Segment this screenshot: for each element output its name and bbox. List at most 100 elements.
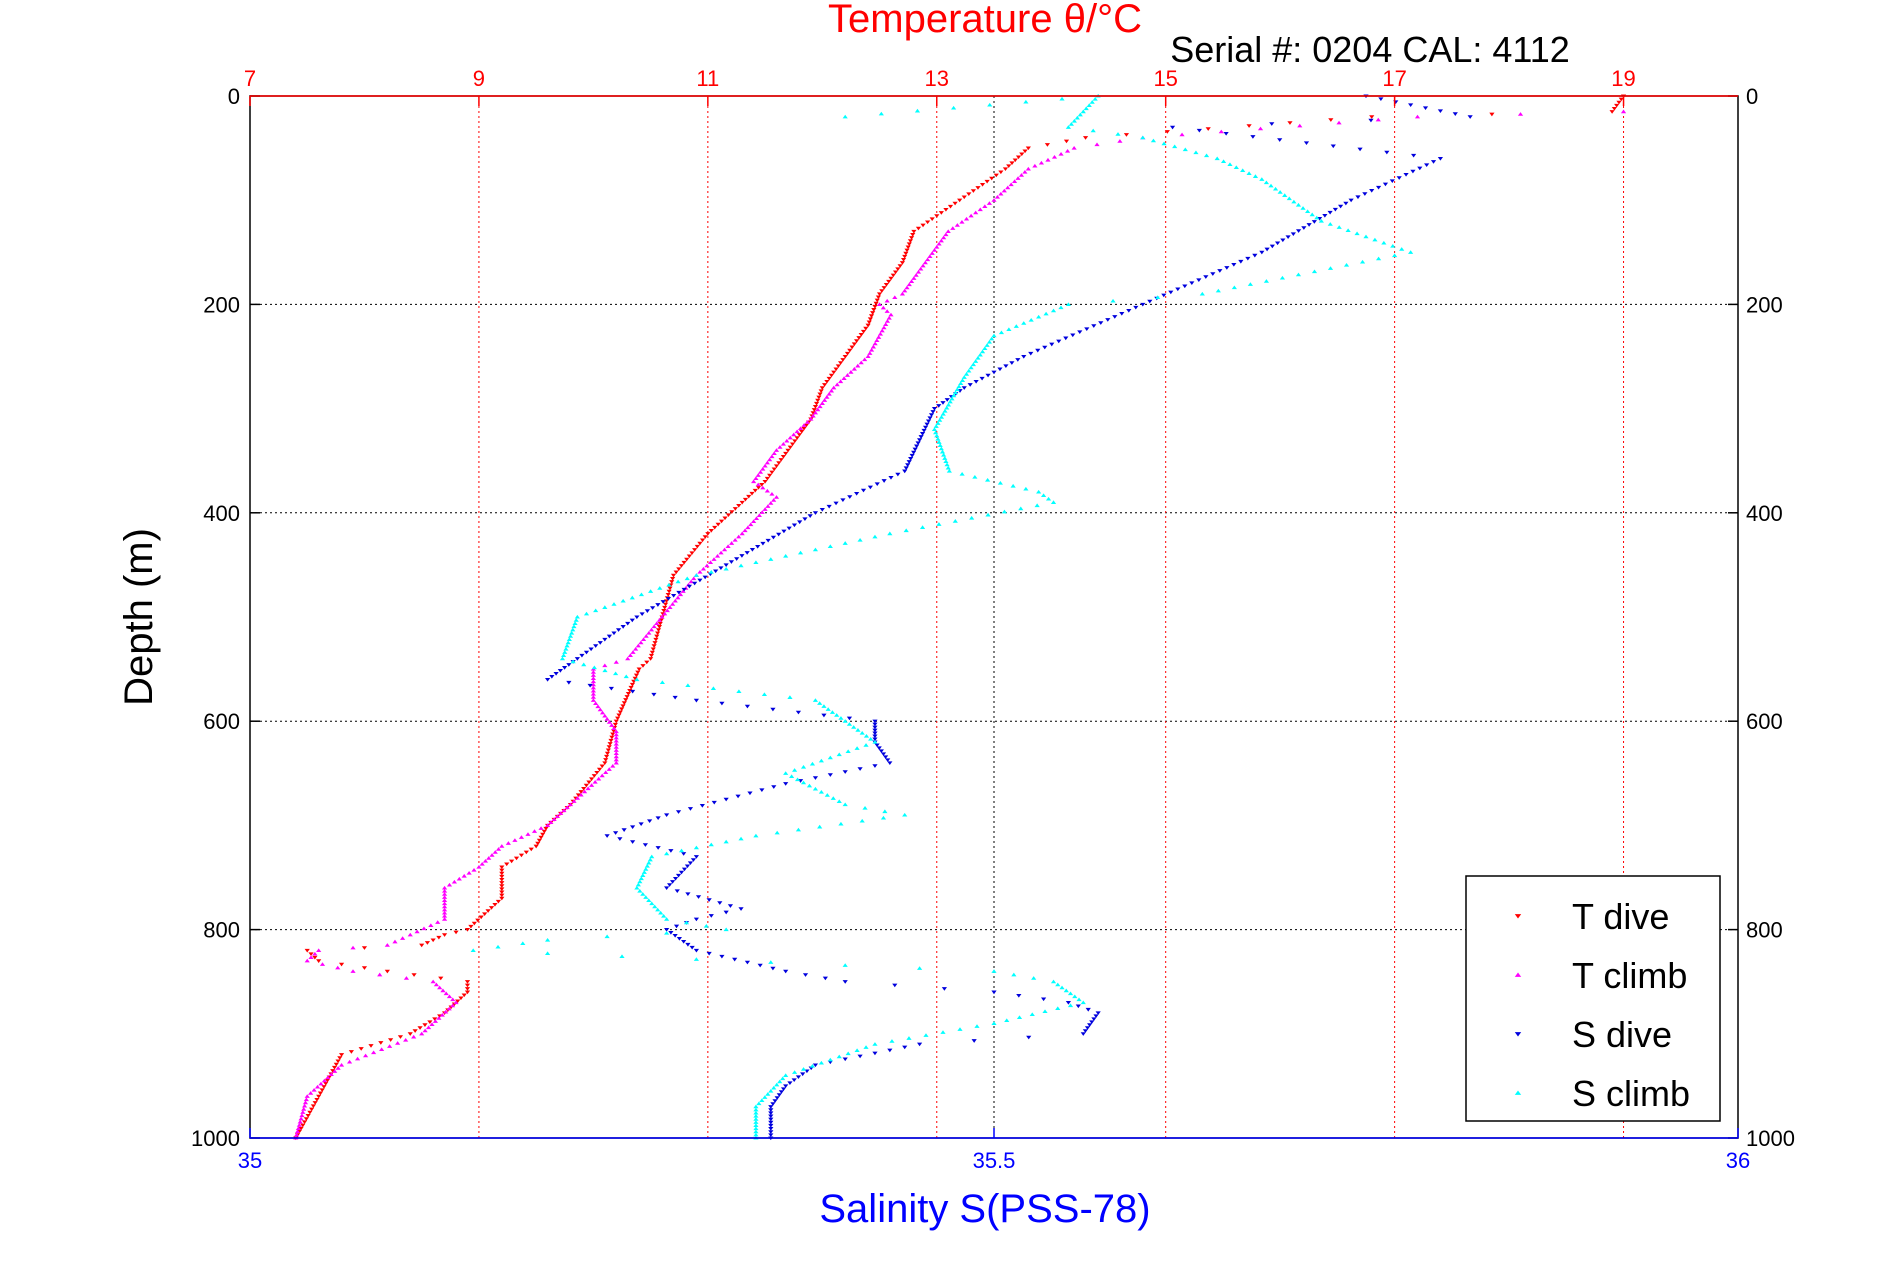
data-point xyxy=(1343,201,1349,206)
legend-item-t-dive: T dive xyxy=(1514,896,1669,937)
data-point xyxy=(640,892,646,896)
data-point xyxy=(589,783,595,787)
data-point xyxy=(470,948,476,952)
data-point xyxy=(441,933,448,937)
data-point xyxy=(991,333,997,338)
data-point xyxy=(325,1075,331,1080)
data-point xyxy=(1403,172,1409,177)
data-point xyxy=(997,367,1003,372)
data-point xyxy=(772,1099,778,1103)
data-point xyxy=(951,105,957,110)
data-point xyxy=(694,544,700,549)
data-point xyxy=(929,251,935,255)
data-point xyxy=(671,593,677,598)
data-point xyxy=(942,408,948,413)
data-point xyxy=(321,1078,327,1083)
data-point xyxy=(665,597,671,601)
data-point xyxy=(1297,123,1303,128)
data-point xyxy=(739,531,745,536)
data-point xyxy=(687,807,694,811)
data-point xyxy=(826,376,832,381)
data-point xyxy=(945,402,952,407)
data-point xyxy=(991,198,997,202)
data-point xyxy=(575,793,582,798)
x-axis-title-salinity: Salinity S(PSS-78) xyxy=(819,1187,1150,1231)
data-point xyxy=(684,557,690,562)
temperature-tick-label: 11 xyxy=(696,66,719,91)
data-point xyxy=(855,363,861,368)
data-point xyxy=(441,898,448,902)
data-point xyxy=(751,519,757,524)
data-point xyxy=(921,428,927,433)
data-point xyxy=(940,401,946,405)
data-point xyxy=(675,595,681,600)
data-point xyxy=(795,1075,802,1080)
data-point xyxy=(1277,190,1283,194)
data-point xyxy=(593,701,599,706)
data-point xyxy=(862,805,868,810)
data-point xyxy=(1399,247,1405,251)
data-point xyxy=(1094,142,1100,147)
data-point xyxy=(719,701,725,706)
data-point xyxy=(810,413,816,418)
data-point xyxy=(441,913,448,918)
data-point xyxy=(1087,1023,1093,1027)
data-point xyxy=(1089,1020,1095,1024)
data-point xyxy=(842,354,848,359)
data-point xyxy=(838,361,844,365)
data-point xyxy=(931,407,938,411)
data-point xyxy=(1327,266,1334,270)
data-point xyxy=(872,1051,878,1056)
data-point xyxy=(1381,240,1387,245)
data-point xyxy=(863,1045,869,1049)
data-point xyxy=(848,370,854,374)
data-point xyxy=(840,358,846,362)
data-point xyxy=(998,330,1005,335)
data-point xyxy=(338,1062,345,1067)
data-point xyxy=(784,438,790,443)
data-point xyxy=(592,780,598,784)
data-point xyxy=(644,863,650,868)
data-point xyxy=(860,329,867,334)
data-point xyxy=(499,893,505,898)
data-point xyxy=(318,1081,324,1086)
data-point xyxy=(1164,130,1170,134)
data-point xyxy=(812,404,819,409)
depth-tick-label-right: 200 xyxy=(1746,292,1783,317)
data-point xyxy=(692,548,698,552)
data-point xyxy=(854,1048,860,1053)
data-point xyxy=(590,685,596,690)
data-point xyxy=(672,695,678,700)
data-point xyxy=(753,1104,759,1109)
data-point xyxy=(655,631,661,636)
data-point xyxy=(836,752,842,757)
data-point xyxy=(681,939,687,944)
serial-cal-label: Serial #: 0204 CAL: 4112 xyxy=(1170,29,1570,70)
data-point xyxy=(1193,150,1199,155)
data-point xyxy=(800,1067,807,1071)
data-point xyxy=(697,570,703,574)
data-point xyxy=(752,488,758,493)
data-point xyxy=(902,254,908,259)
data-point xyxy=(699,804,705,808)
data-point xyxy=(561,808,567,813)
data-point xyxy=(613,745,619,749)
data-point xyxy=(634,677,640,682)
data-point xyxy=(725,513,732,517)
data-point xyxy=(630,689,636,694)
data-point xyxy=(615,628,622,632)
data-point xyxy=(783,554,789,558)
data-point xyxy=(669,880,676,884)
data-point xyxy=(554,814,561,819)
data-point xyxy=(762,1095,768,1099)
data-point xyxy=(464,983,471,988)
data-point xyxy=(908,236,915,240)
data-point xyxy=(675,873,682,878)
data-point xyxy=(492,903,498,907)
data-point xyxy=(867,317,873,322)
chart-title: Temperature θ/°C xyxy=(828,0,1142,41)
data-point xyxy=(821,398,828,402)
data-point xyxy=(302,1100,309,1105)
data-point xyxy=(499,878,505,882)
data-point xyxy=(762,479,768,484)
